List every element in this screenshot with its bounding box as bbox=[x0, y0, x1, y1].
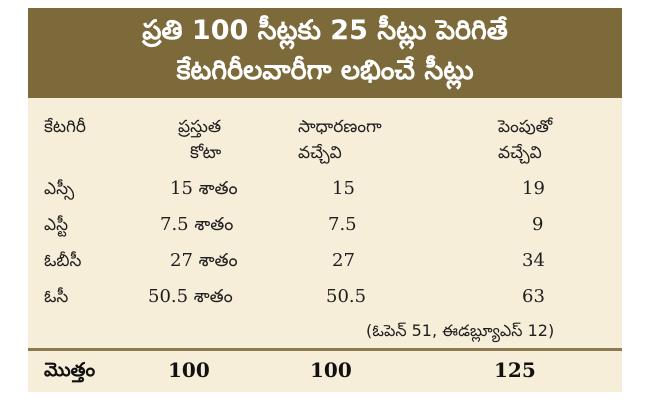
row-normal: 27 bbox=[332, 250, 355, 271]
row-quota: 27 శాతం bbox=[170, 250, 238, 271]
title-line-2: కేటగిరీలవారీగా లభించే సీట్లు bbox=[176, 55, 474, 86]
row-increase: 34 bbox=[522, 250, 545, 271]
row-category: ఎస్సీ bbox=[44, 179, 75, 199]
header-increase-line-2: వచ్చేవి bbox=[498, 143, 542, 163]
row-category: ఎస్టీ bbox=[44, 215, 69, 235]
total-label: మొత్తం bbox=[44, 359, 96, 381]
row-normal: 7.5 bbox=[328, 214, 357, 235]
row-quota: 7.5 శాతం bbox=[160, 214, 234, 235]
row-quota: 15 శాతం bbox=[170, 178, 238, 199]
row-category: ఓసీ bbox=[44, 287, 69, 307]
header-normal-line-1: సాధారణంగా bbox=[298, 117, 382, 137]
row-normal: 50.5 bbox=[326, 286, 367, 307]
seats-table-card: ప్రతి 100 సీట్లకు 25 సీట్లు పెరిగితే కేట… bbox=[28, 8, 622, 392]
title-line-1: ప్రతి 100 సీట్లకు 25 సీట్లు పెరిగితే bbox=[142, 15, 508, 46]
total-quota: 100 bbox=[168, 358, 210, 382]
row-increase: 19 bbox=[522, 178, 545, 199]
header-increase-line-1: పెంపుతో bbox=[498, 117, 553, 137]
total-normal: 100 bbox=[310, 358, 352, 382]
title-banner: ప్రతి 100 సీట్లకు 25 సీట్లు పెరిగితే కేట… bbox=[28, 8, 622, 98]
header-category: కేటగిరీ bbox=[44, 117, 86, 137]
row-normal: 15 bbox=[332, 178, 355, 199]
oc-breakdown-note: (ఓపెన్ 51, ఈడబ్ల్యూఎస్ 12) bbox=[366, 321, 555, 340]
total-divider bbox=[28, 348, 622, 351]
header-current-quota-line-2: కోటా bbox=[190, 143, 222, 163]
row-increase: 63 bbox=[522, 286, 545, 307]
row-increase: 9 bbox=[532, 214, 544, 235]
header-normal-line-2: వచ్చేవి bbox=[298, 143, 342, 163]
total-increase: 125 bbox=[494, 358, 536, 382]
row-quota: 50.5 శాతం bbox=[148, 286, 233, 307]
header-current-quota-line-1: ప్రస్తుత bbox=[178, 117, 222, 137]
row-category: ఓబీసీ bbox=[44, 251, 82, 271]
